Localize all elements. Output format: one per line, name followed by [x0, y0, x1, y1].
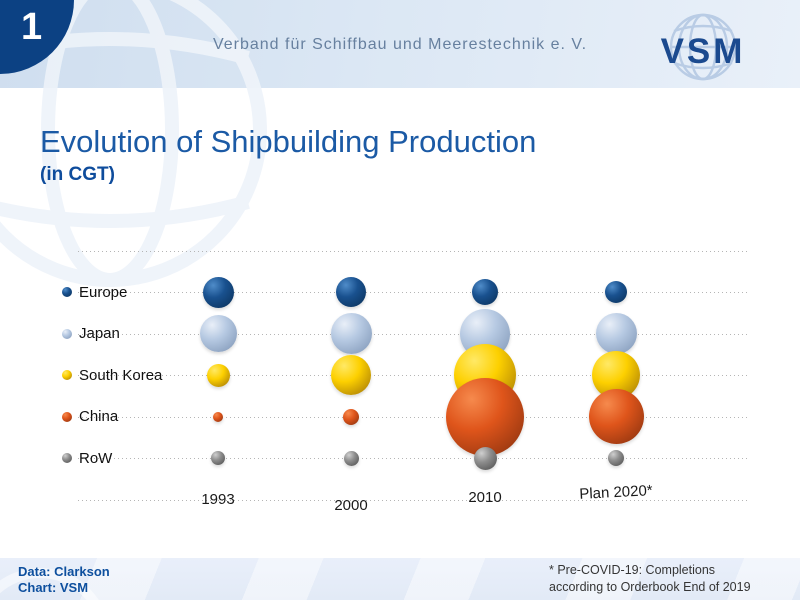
bubble-europe-plan-2020: [605, 281, 627, 303]
legend-item-south-korea: South Korea: [62, 365, 162, 385]
vsm-logo: VSM: [648, 8, 758, 84]
bubble-row-1993: [211, 451, 225, 465]
bubble-japan-plan-2020: [595, 313, 637, 354]
bubble-japan-2000: [330, 313, 372, 354]
legend-bullet-japan-icon: [62, 328, 72, 339]
legend-item-row: RoW: [62, 448, 112, 468]
logo-text: VSM: [660, 32, 746, 71]
footnote-line-1: * Pre-COVID-19: Completions: [549, 563, 716, 577]
bubble-japan-1993: [199, 315, 237, 352]
footnote: * Pre-COVID-19: Completions according to…: [549, 562, 751, 596]
bubble-china-2000: [343, 408, 359, 425]
gridline: [78, 499, 750, 501]
gridline: [78, 250, 750, 252]
bubble-china-1993: [213, 411, 223, 422]
bubble-south-korea-2000: [331, 355, 371, 395]
org-name: Verband für Schiffbau und Meerestechnik …: [212, 36, 588, 53]
legend-bullet-europe-icon: [62, 287, 72, 297]
legend-item-china: China: [62, 407, 118, 427]
axis-label-1993: 1993: [201, 491, 235, 508]
bubble-europe-2000: [336, 277, 366, 307]
page-subtitle: (in CGT): [40, 164, 115, 185]
bubble-europe-2010: [472, 279, 498, 305]
bubble-china-2010: [446, 377, 524, 456]
sources-block: Data: Clarkson Chart: VSM: [18, 564, 110, 596]
legend-label: Japan: [79, 325, 120, 342]
legend-label: China: [79, 408, 119, 425]
legend-label: Europe: [79, 283, 128, 301]
bubble-europe-1993: [202, 276, 234, 308]
footer-band: Data: Clarkson Chart: VSM * Pre-COVID-19…: [0, 558, 800, 600]
data-source: Data: Clarkson: [18, 564, 110, 579]
gridline: [78, 333, 750, 335]
axis-label-2000: 2000: [334, 497, 368, 514]
chart-credit: Chart: VSM: [18, 580, 89, 595]
bubble-china-plan-2020: [588, 389, 644, 444]
page-title: Evolution of Shipbuilding Production: [40, 124, 537, 159]
gridline: [78, 375, 750, 376]
gridline: [78, 416, 750, 418]
legend-label: South Korea: [79, 366, 163, 384]
axis-label-2010: 2010: [468, 489, 502, 506]
legend-label: RoW: [79, 449, 113, 467]
bubble-south-korea-1993: [206, 363, 230, 387]
bubble-row-2000: [343, 450, 359, 466]
globe-icon: [669, 13, 737, 81]
bubble-row-plan-2020: [608, 450, 624, 466]
gridline: [78, 458, 750, 459]
legend-item-europe: Europe: [62, 282, 127, 302]
legend-item-japan: Japan: [62, 324, 120, 344]
footnote-line-2: according to Orderbook End of 2019: [549, 580, 751, 594]
legend-bullet-south-korea-icon: [62, 370, 72, 380]
bubble-row-2010: [473, 446, 497, 470]
legend-bullet-row-icon: [62, 453, 72, 463]
slide-number: 1: [21, 6, 43, 48]
gridline: [78, 292, 750, 293]
legend-bullet-china-icon: [62, 411, 72, 422]
